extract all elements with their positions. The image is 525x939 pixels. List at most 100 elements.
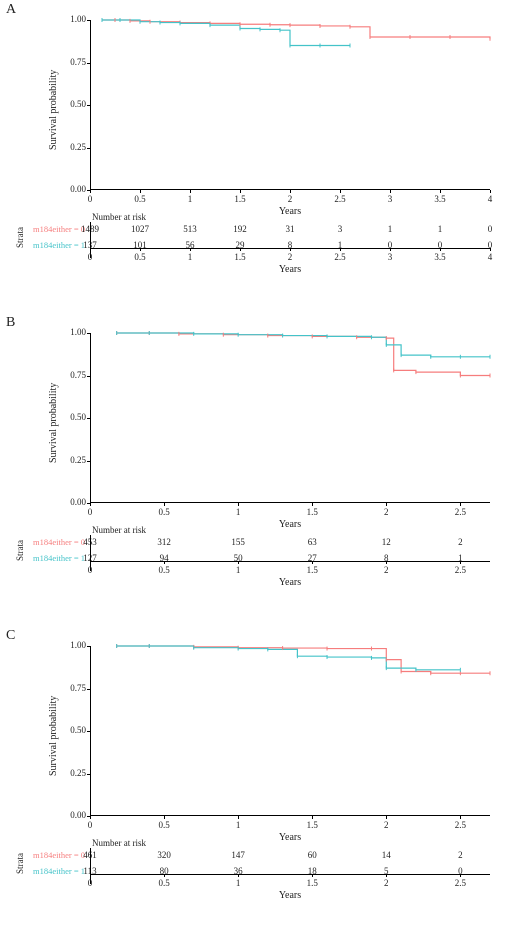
y-tick-label: 0.00 [56,810,86,820]
risk-x-tick [312,561,313,564]
risk-x-tick [240,248,241,251]
x-tick-label: 0 [75,507,105,517]
risk-cell-strata0: 147 [218,850,258,860]
panel-A: A0.000.250.500.751.00Survival probabilit… [0,0,525,313]
x-axis-label: Years [270,206,310,217]
risk-cell-strata0: 320 [144,850,184,860]
risk-x-tick-label: 4 [475,252,505,262]
y-tick-label: 0.00 [56,497,86,507]
x-tick-label: 4 [475,194,505,204]
x-tick-label: 1 [223,820,253,830]
risk-x-tick-label: 3.5 [425,252,455,262]
x-tick-label: 0.5 [149,507,179,517]
risk-x-tick-label: 0 [75,565,105,575]
risk-x-axis-label: Years [270,890,310,901]
km-curve-strata1 [117,646,461,670]
risk-x-tick-label: 2 [371,878,401,888]
risk-x-tick-label: 2.5 [445,878,475,888]
panel-C: C0.000.250.500.751.00Survival probabilit… [0,626,525,939]
panel-letter: B [6,315,15,331]
km-curve-strata0 [117,646,490,673]
risk-cell-strata0: 31 [270,224,310,234]
x-tick-label: 1.5 [297,507,327,517]
risk-x-tick [140,248,141,251]
risk-x-tick-label: 0.5 [149,878,179,888]
risk-table-title: Number at risk [92,525,146,535]
risk-x-tick-label: 1.5 [225,252,255,262]
risk-x-tick [312,874,313,877]
risk-cell-strata0: 12 [366,537,406,547]
km-curves-svg [90,646,490,816]
risk-x-tick [340,248,341,251]
risk-x-tick [190,248,191,251]
panel-B: B0.000.250.500.751.00Survival probabilit… [0,313,525,626]
x-tick-mark [90,190,91,193]
y-tick-label: 0.75 [56,370,86,380]
risk-x-tick-label: 3 [375,252,405,262]
y-tick-label: 0.25 [56,142,86,152]
risk-x-tick-label: 1 [175,252,205,262]
y-tick-label: 0.00 [56,184,86,194]
risk-x-tick-label: 2 [371,565,401,575]
risk-x-tick [490,248,491,251]
x-tick-mark [240,190,241,193]
risk-cell-strata0: 513 [170,224,210,234]
risk-x-tick-label: 1.5 [297,565,327,575]
risk-x-axis [90,874,490,876]
km-curves-svg [90,333,490,503]
risk-x-tick [90,248,91,251]
x-axis-label: Years [270,519,310,530]
risk-cell-strata0: 155 [218,537,258,547]
y-axis-label: Survival probability [48,696,59,776]
risk-x-tick-label: 0.5 [149,565,179,575]
km-curve-strata0 [117,333,490,376]
risk-x-tick-label: 1.5 [297,878,327,888]
risk-x-tick-label: 0.5 [125,252,155,262]
km-curves-svg [90,20,490,190]
risk-x-tick [164,561,165,564]
risk-x-axis-label: Years [270,577,310,588]
x-tick-label: 2.5 [445,507,475,517]
risk-x-tick [90,874,91,877]
y-tick-label: 0.50 [56,725,86,735]
x-tick-mark [140,190,141,193]
x-tick-mark [238,503,239,506]
x-tick-label: 2 [371,507,401,517]
x-tick-mark [290,190,291,193]
x-tick-mark [312,816,313,819]
km-curve-strata1 [117,333,490,357]
risk-cell-strata0: 192 [220,224,260,234]
x-tick-mark [440,190,441,193]
y-tick-label: 0.50 [56,412,86,422]
x-tick-mark [460,503,461,506]
y-tick-label: 1.00 [56,14,86,24]
x-tick-mark [90,503,91,506]
x-tick-label: 0 [75,820,105,830]
risk-x-tick [238,561,239,564]
y-tick-label: 0.50 [56,99,86,109]
risk-cell-strata0: 312 [144,537,184,547]
risk-x-tick-label: 2 [275,252,305,262]
y-tick-label: 0.25 [56,768,86,778]
risk-table-title: Number at risk [92,212,146,222]
risk-x-tick-label: 0 [75,252,105,262]
risk-x-tick [386,874,387,877]
risk-x-tick [460,561,461,564]
y-tick-label: 0.75 [56,57,86,67]
risk-cell-strata0: 14 [366,850,406,860]
risk-x-tick [238,874,239,877]
risk-x-tick-label: 2.5 [325,252,355,262]
x-tick-mark [190,190,191,193]
x-tick-mark [164,503,165,506]
x-tick-label: 2.5 [445,820,475,830]
x-tick-mark [90,816,91,819]
risk-x-tick-label: 2.5 [445,565,475,575]
x-tick-label: 1 [223,507,253,517]
risk-x-axis [90,561,490,563]
risk-x-tick [90,561,91,564]
x-tick-label: 0 [75,194,105,204]
x-tick-label: 3.5 [425,194,455,204]
x-tick-mark [238,816,239,819]
x-tick-mark [312,503,313,506]
x-tick-label: 2 [371,820,401,830]
